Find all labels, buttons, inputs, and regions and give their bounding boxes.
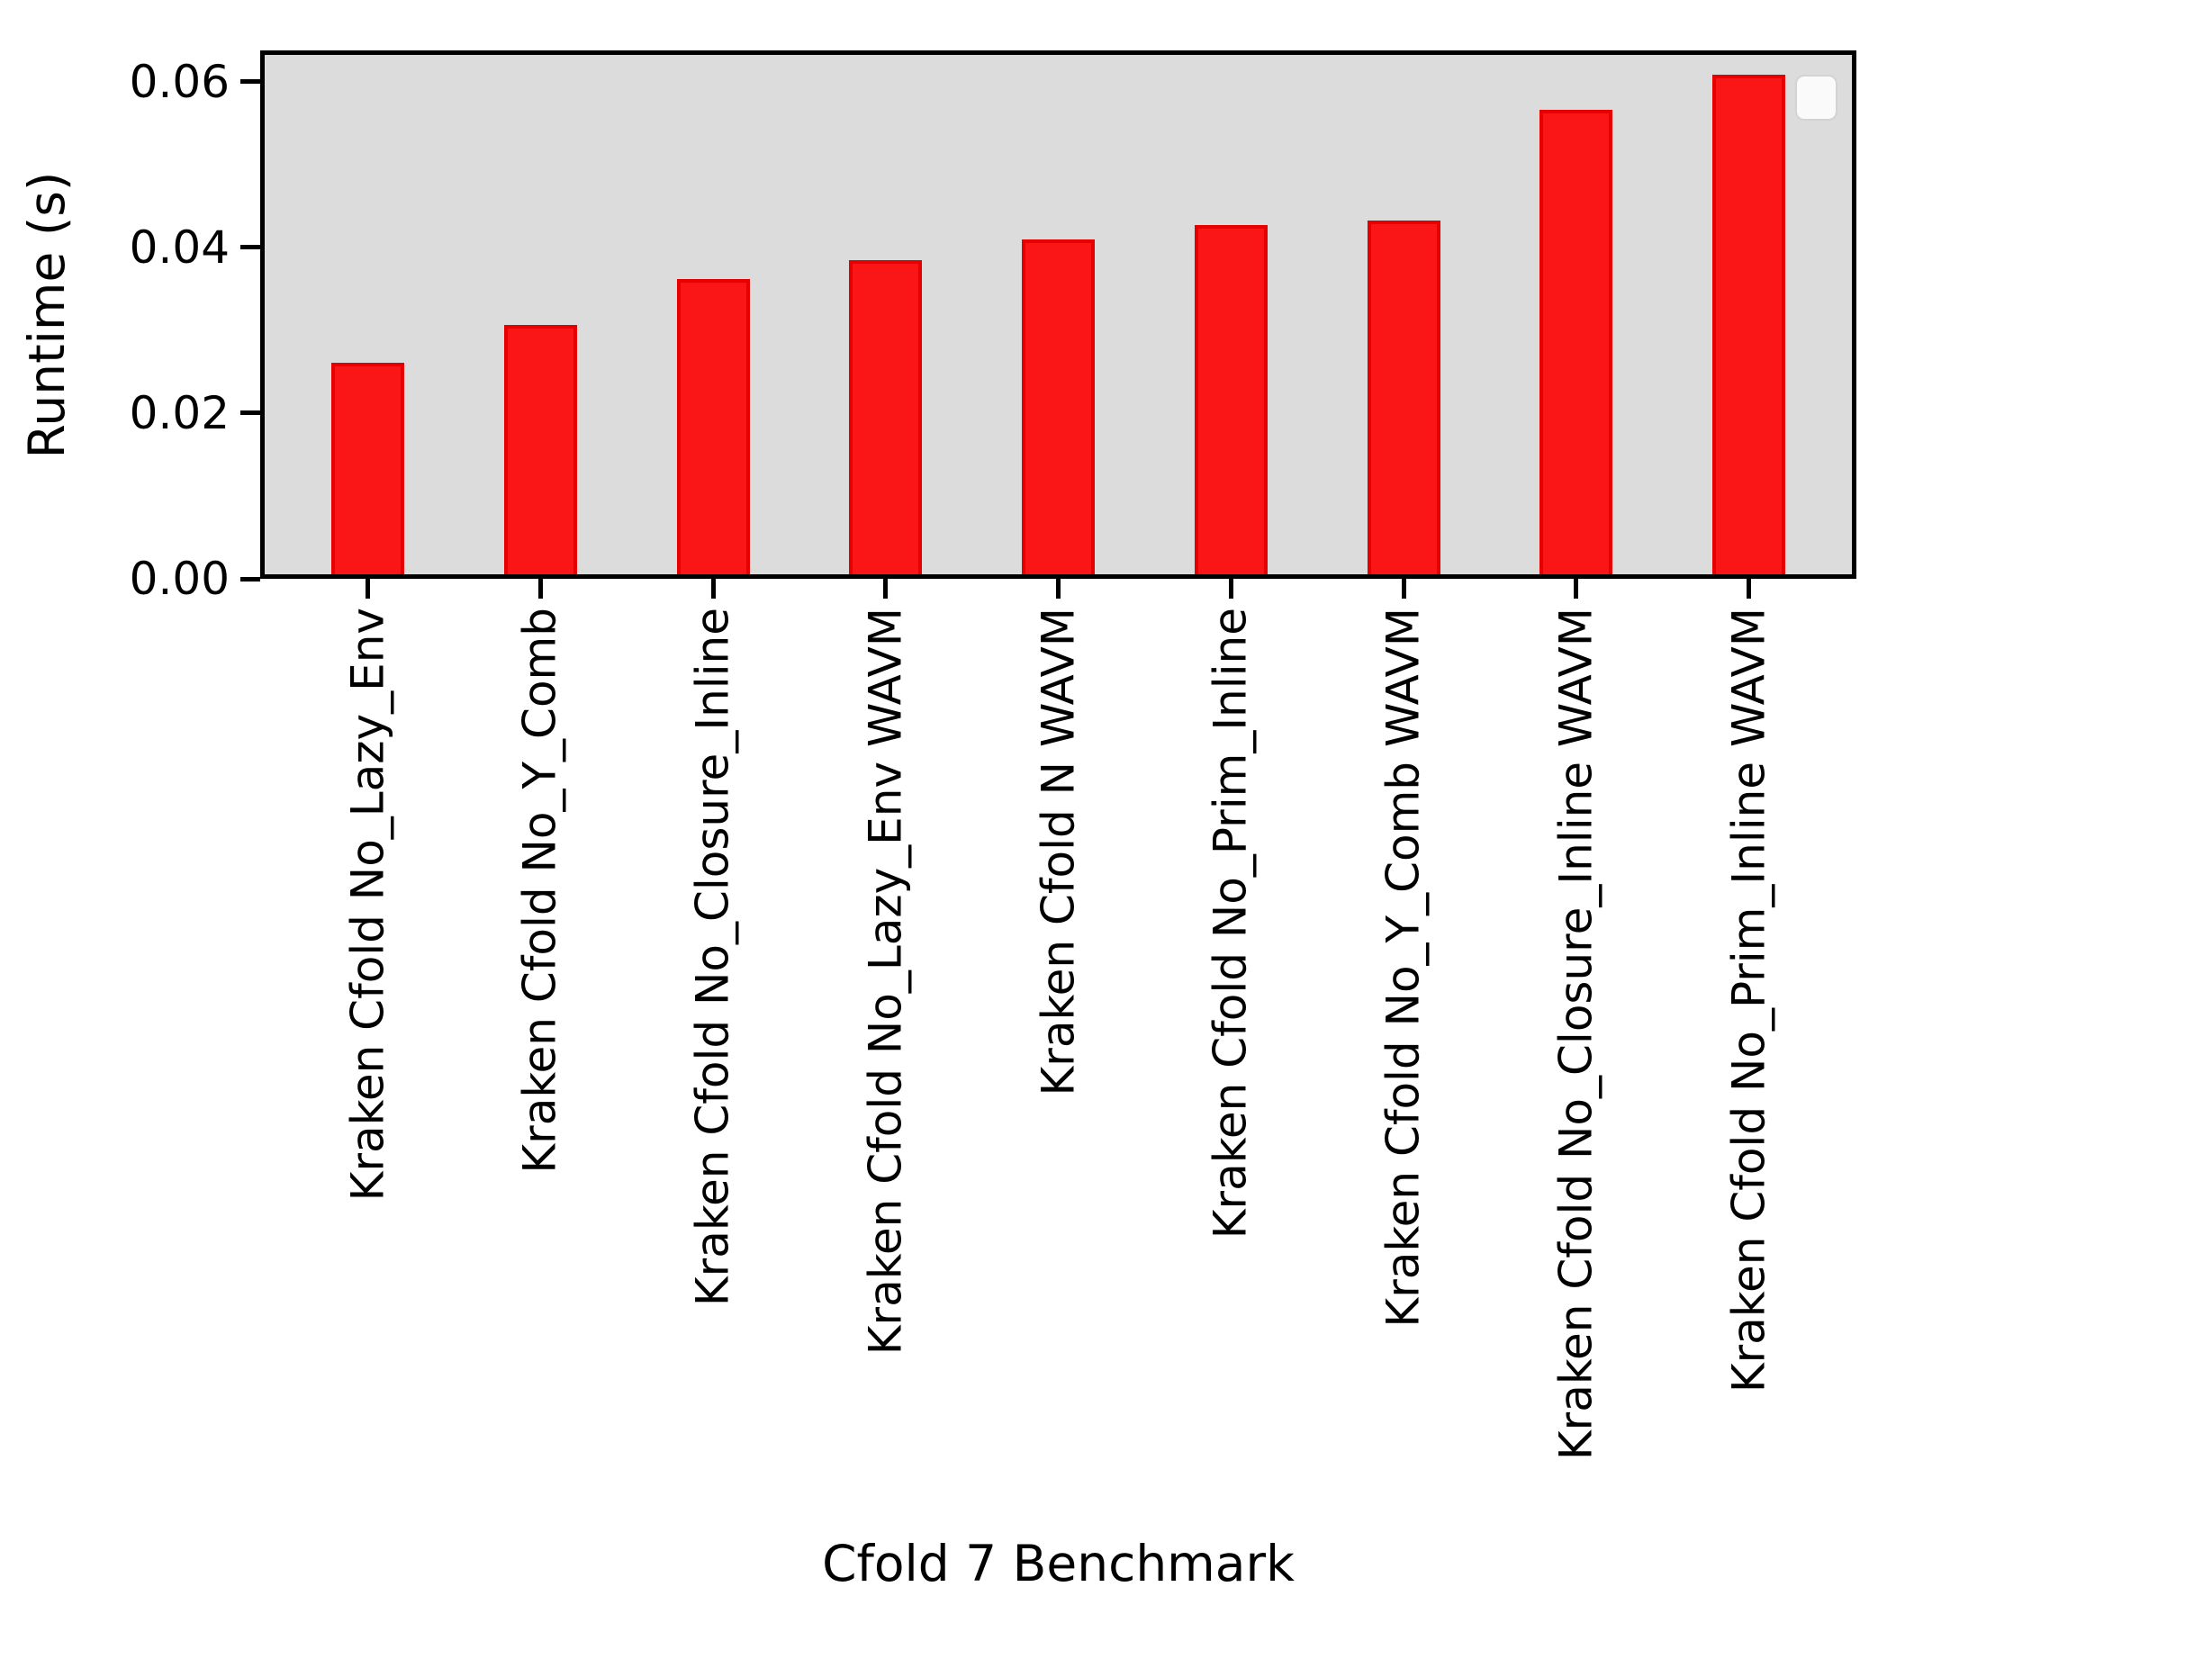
bar [1022, 239, 1095, 579]
x-tick-label: Kraken Cfold No_Closure_Inline [686, 608, 739, 1307]
x-tick [1747, 579, 1751, 599]
x-tick-label: Kraken Cfold No_Y_Comb [513, 608, 566, 1174]
bar [503, 325, 577, 579]
bar [849, 259, 923, 579]
x-tick [710, 579, 716, 599]
x-tick [1574, 579, 1579, 599]
bar [1712, 74, 1785, 579]
bar [1539, 110, 1613, 579]
bar [1194, 225, 1268, 579]
y-tick-label: 0.06 [129, 55, 230, 108]
x-tick-label: Kraken Cfold No_Y_Comb WAVM [1377, 608, 1430, 1328]
x-tick-label: Kraken Cfold No_Lazy_Env WAVM [859, 608, 912, 1356]
y-tick-label: 0.00 [129, 553, 230, 605]
x-tick-label: Kraken Cfold No_Lazy_Env [341, 608, 393, 1202]
bar [676, 278, 750, 579]
x-tick-label: Kraken Cfold No_Prim_Inline [1204, 608, 1257, 1240]
bar [331, 362, 404, 579]
y-tick [240, 410, 260, 416]
x-tick-label: Kraken Cfold No_Prim_Inline WAVM [1722, 608, 1774, 1393]
x-tick [1056, 579, 1061, 599]
x-tick-label: Kraken Cfold N WAVM [1032, 608, 1084, 1096]
y-tick [240, 79, 260, 85]
bar [1367, 220, 1440, 579]
y-tick-label: 0.02 [129, 386, 230, 439]
x-tick [366, 579, 370, 599]
x-tick-label: Kraken Cfold No_Closure_Inline WAVM [1549, 608, 1603, 1461]
x-tick [1228, 579, 1233, 599]
y-tick-label: 0.04 [129, 221, 230, 274]
x-tick [537, 579, 543, 599]
x-axis-title: Cfold 7 Benchmark [822, 1535, 1295, 1592]
legend-box [1795, 75, 1837, 121]
x-tick [883, 579, 889, 599]
y-tick [240, 245, 260, 250]
x-tick [1401, 579, 1406, 599]
y-tick [240, 576, 260, 582]
